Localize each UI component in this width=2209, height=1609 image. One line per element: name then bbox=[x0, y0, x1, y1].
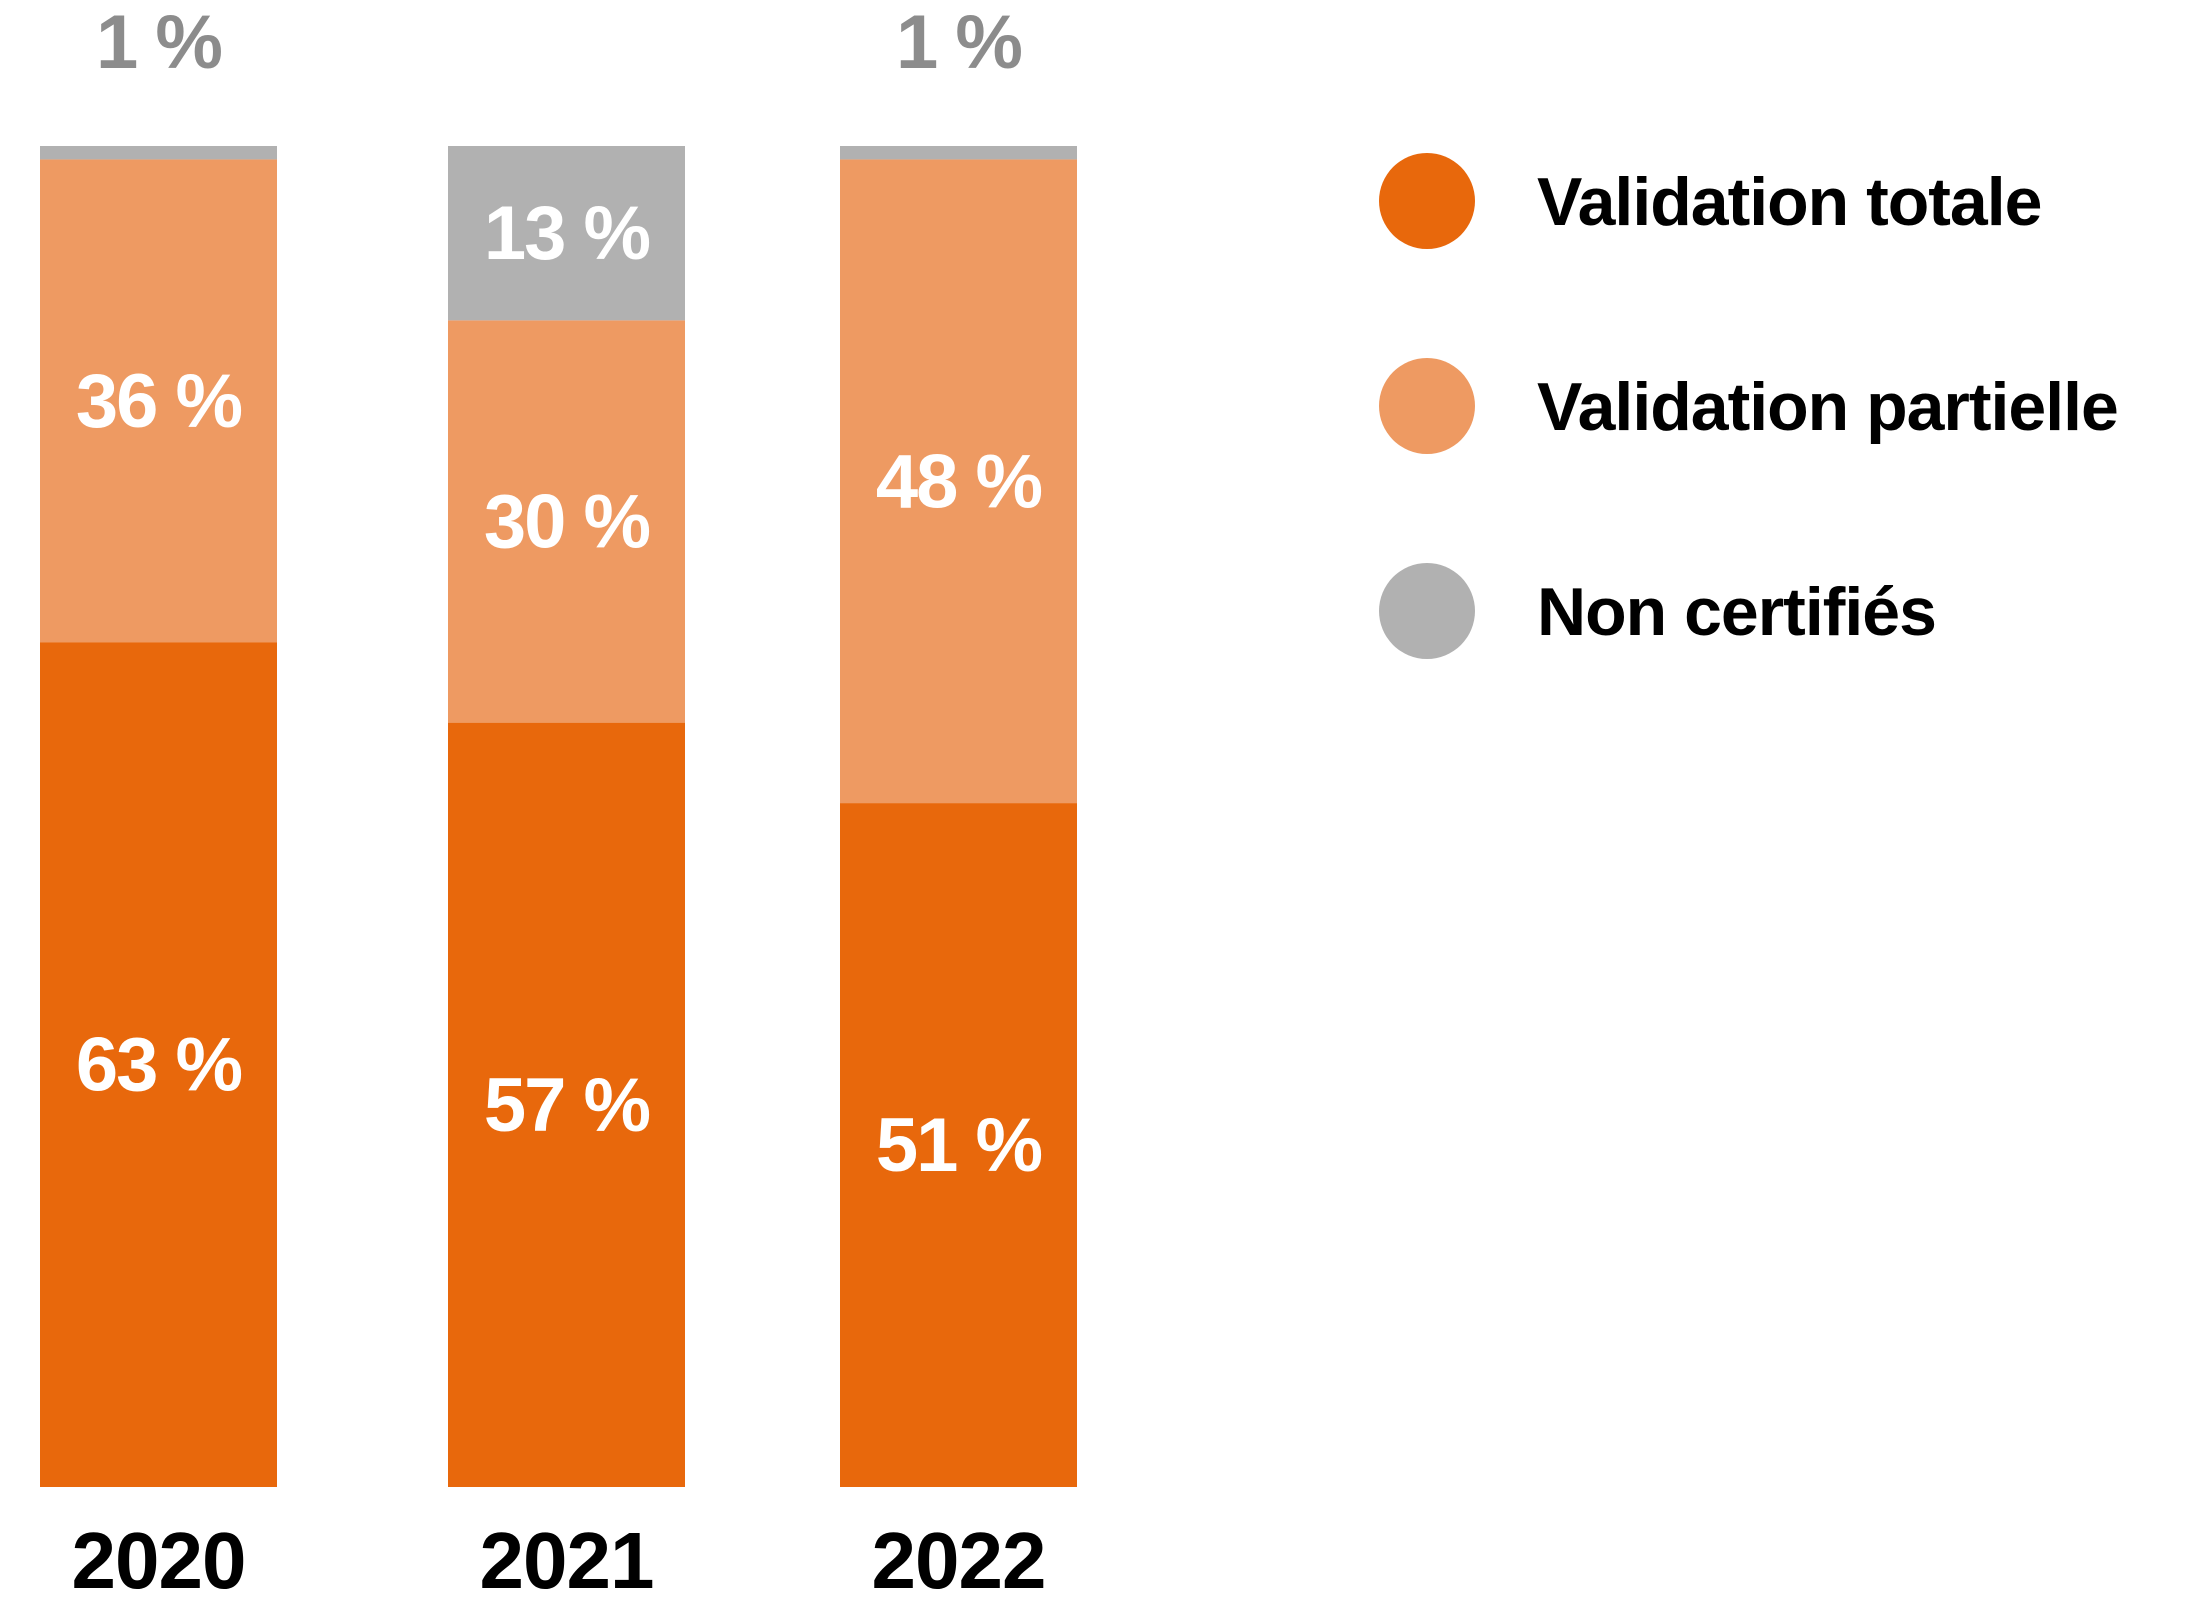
bar-segment-2021-2 bbox=[448, 146, 685, 321]
data-label-2021-2: 13 % bbox=[484, 191, 650, 276]
data-label-2022-0: 51 % bbox=[876, 1103, 1042, 1188]
bar-segment-2021-0 bbox=[448, 722, 685, 1487]
bar-segment-2020-0 bbox=[40, 642, 277, 1487]
data-label-2020-2: 1 % bbox=[96, 0, 221, 85]
bar-segment-2022-0 bbox=[840, 803, 1077, 1487]
x-tick-label-2020: 2020 bbox=[72, 1516, 246, 1605]
bar-segment-2020-2 bbox=[40, 146, 277, 160]
legend-swatch-2 bbox=[1379, 563, 1475, 659]
data-label-2022-1: 48 % bbox=[876, 439, 1042, 524]
legend-label-2: Non certifiés bbox=[1537, 574, 1936, 650]
data-label-2022-2: 1 % bbox=[896, 0, 1021, 85]
data-label-2021-0: 57 % bbox=[484, 1063, 650, 1148]
data-label-2020-1: 36 % bbox=[76, 359, 242, 444]
bar-segment-2020-1 bbox=[40, 159, 277, 643]
data-label-2020-0: 63 % bbox=[76, 1023, 242, 1108]
bar-segment-2021-1 bbox=[448, 320, 685, 723]
legend-swatch-0 bbox=[1379, 153, 1475, 249]
bar-segment-2022-2 bbox=[840, 146, 1077, 160]
data-labels-group: 63 % 36 % 1 % 57 % 30 % 13 % 51 % 48 % 1 % bbox=[76, 0, 1044, 1188]
legend-swatch-1 bbox=[1379, 358, 1475, 454]
legend-label-1: Validation partielle bbox=[1537, 369, 2118, 445]
x-axis-labels: 2020 2021 2022 bbox=[72, 1516, 1047, 1605]
x-tick-label-2022: 2022 bbox=[872, 1516, 1046, 1605]
data-label-2021-1: 30 % bbox=[484, 479, 650, 564]
bar-segment-2022-1 bbox=[840, 159, 1077, 804]
legend: Validation totale Validation partielle Non… bbox=[1379, 153, 2119, 659]
bars-group bbox=[40, 146, 1077, 1487]
x-tick-label-2021: 2021 bbox=[480, 1516, 654, 1605]
legend-label-0: Validation totale bbox=[1537, 164, 2041, 240]
